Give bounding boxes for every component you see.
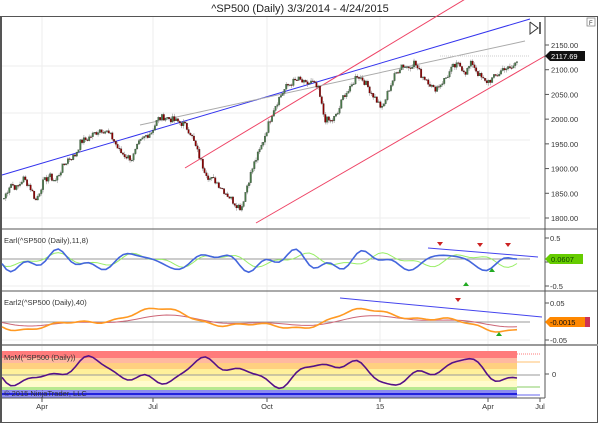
svg-text:0.0607: 0.0607 bbox=[551, 255, 574, 264]
buy-marker-icon bbox=[463, 282, 469, 286]
svg-text:F: F bbox=[589, 21, 593, 27]
svg-text:0.05: 0.05 bbox=[550, 299, 565, 308]
svg-text:Jul: Jul bbox=[535, 402, 545, 411]
svg-text:Oct: Oct bbox=[261, 402, 274, 411]
copyright-watermark: © 2015 NinjaTrader, LLC bbox=[4, 389, 87, 398]
y-axis-earl2[interactable]: 0.05 -0.05 bbox=[545, 299, 567, 345]
svg-text:-0.5: -0.5 bbox=[550, 282, 563, 291]
vertical-gridlines bbox=[41, 17, 489, 398]
sell-marker-icon bbox=[455, 298, 461, 302]
earl-value-label: 0.0607 bbox=[545, 254, 583, 264]
svg-text:Apr: Apr bbox=[482, 402, 494, 411]
earl2-pane-title: Earl2(^SP500 (Daily),40) bbox=[4, 298, 87, 307]
gray-trendline[interactable] bbox=[139, 40, 526, 126]
svg-text:-0.0015: -0.0015 bbox=[550, 318, 575, 327]
svg-text:2100.00: 2100.00 bbox=[551, 66, 578, 75]
svg-text:2150.00: 2150.00 bbox=[551, 41, 578, 50]
scroll-end-icon bbox=[529, 21, 539, 35]
earl-pane: Earl(^SP500 (Daily),11,8) bbox=[1, 236, 539, 287]
y-axis-main[interactable]: 2150.00 2100.00 2050.00 2000.00 1950.00 1900.… bbox=[545, 41, 578, 223]
earl-pane-title: Earl(^SP500 (Daily),11,8) bbox=[4, 236, 89, 245]
earl-trendline[interactable] bbox=[427, 247, 539, 258]
mom-pane-title: MoM(^SP500 (Daily)) bbox=[4, 353, 76, 362]
red-trendline-mid[interactable] bbox=[184, 0, 530, 169]
svg-text:2050.00: 2050.00 bbox=[551, 90, 578, 99]
svg-text:Jul: Jul bbox=[148, 402, 158, 411]
mom-pane: MoM(^SP500 (Daily)) © 2015 NinjaTrader, … bbox=[1, 351, 540, 398]
svg-text:15: 15 bbox=[376, 402, 384, 411]
sell-marker-icon bbox=[505, 243, 511, 247]
svg-text:2117.69: 2117.69 bbox=[551, 52, 578, 61]
svg-text:Apr: Apr bbox=[36, 402, 48, 411]
earl2-trendline[interactable] bbox=[339, 297, 543, 318]
buy-marker-icon bbox=[489, 268, 495, 272]
last-price-label: 2117.69 bbox=[545, 51, 585, 61]
earl2-value-label: -0.0015 bbox=[545, 317, 590, 327]
x-axis[interactable]: Apr Jul Oct 15 Apr Jul bbox=[36, 398, 545, 411]
price-pane bbox=[1, 0, 546, 224]
svg-text:-0.05: -0.05 bbox=[550, 336, 567, 345]
svg-text:0: 0 bbox=[552, 370, 556, 379]
svg-text:2000.00: 2000.00 bbox=[551, 115, 578, 124]
price-candles bbox=[3, 58, 518, 212]
svg-text:1800.00: 1800.00 bbox=[551, 214, 578, 223]
chart-title: ^SP500 (Daily) 3/3/2014 - 4/24/2015 bbox=[211, 3, 389, 15]
red-trendline-lower[interactable] bbox=[255, 55, 546, 224]
sell-marker-icon bbox=[437, 242, 443, 246]
y-axis-mom[interactable]: 0 bbox=[545, 370, 556, 379]
svg-text:1850.00: 1850.00 bbox=[551, 189, 578, 198]
svg-text:1950.00: 1950.00 bbox=[551, 140, 578, 149]
svg-text:1900.00: 1900.00 bbox=[551, 165, 578, 174]
chart-frame bbox=[0, 16, 598, 423]
earl2-pane: Earl2(^SP500 (Daily),40) bbox=[1, 297, 543, 341]
svg-text:0.5: 0.5 bbox=[550, 234, 560, 243]
sell-marker-icon bbox=[477, 243, 483, 247]
scroll-to-end-button[interactable] bbox=[528, 20, 542, 35]
buy-marker-icon bbox=[496, 332, 502, 336]
pane-menu-button[interactable]: F bbox=[586, 17, 596, 27]
